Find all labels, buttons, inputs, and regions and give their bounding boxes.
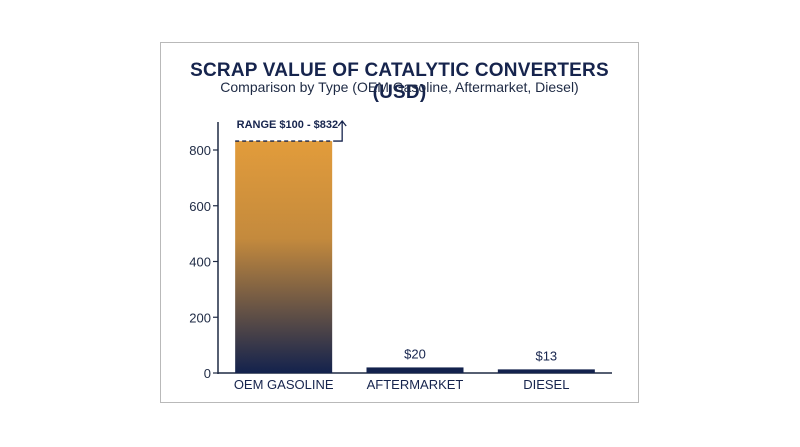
data-label: $20 xyxy=(404,346,426,361)
y-tick-label: 600 xyxy=(189,199,211,214)
data-label: $13 xyxy=(535,348,557,363)
x-tick-label: DIESEL xyxy=(523,377,569,392)
y-tick-label: 400 xyxy=(189,255,211,270)
chart-title: SCRAP VALUE OF CATALYTIC CONVERTERS (USD… xyxy=(190,60,609,103)
x-tick-label: AFTERMARKET xyxy=(367,377,464,392)
y-tick-label: 0 xyxy=(204,366,211,381)
bar xyxy=(497,369,595,373)
range-arrow-icon xyxy=(333,119,347,142)
range-annotation: RANGE $100 - $832 xyxy=(237,119,339,131)
bar xyxy=(235,141,333,373)
y-tick-label: 200 xyxy=(189,310,211,325)
chart-subtitle: Comparison by Type (OEM Gasoline, Afterm… xyxy=(220,79,579,95)
y-tick-label: 800 xyxy=(189,143,211,158)
x-tick-label: OEM GASOLINE xyxy=(234,377,334,392)
bar xyxy=(366,367,464,373)
